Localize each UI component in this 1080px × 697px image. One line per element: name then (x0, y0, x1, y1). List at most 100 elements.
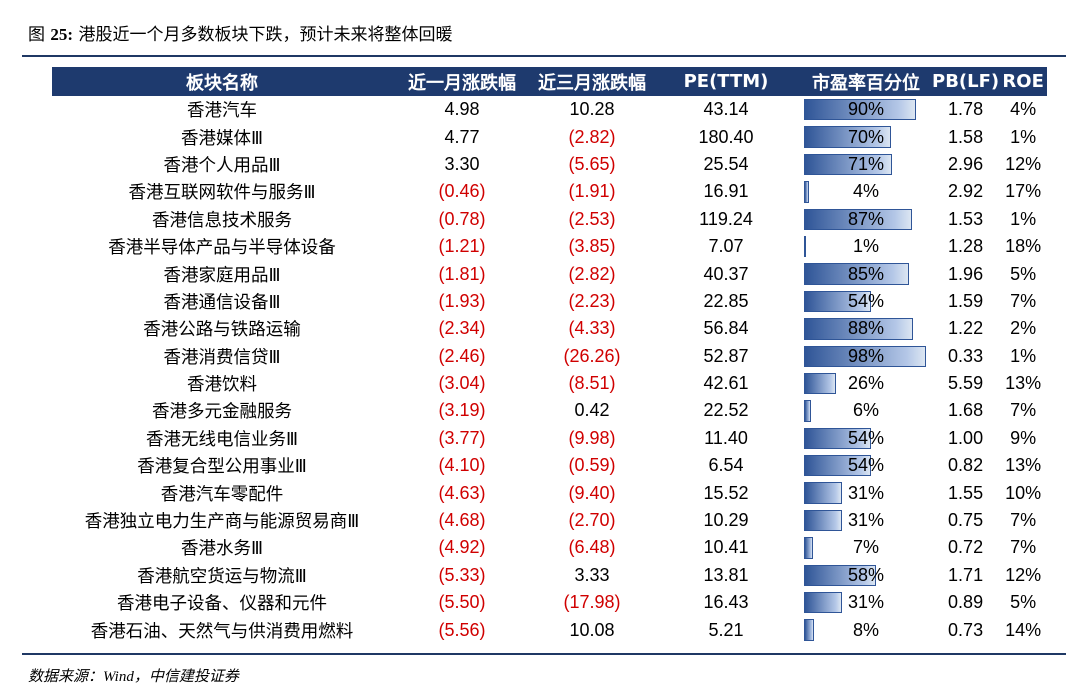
header-sector: 板块名称 (52, 67, 392, 96)
pb-cell: 1.00 (948, 427, 984, 448)
sector-name-cell: 香港通信设备Ⅲ (163, 292, 281, 313)
pe-percentile-cell: 88% (800, 315, 932, 342)
change-3m-cell: (9.40) (568, 482, 616, 503)
roe-cell: 13% (1005, 455, 1042, 476)
percentile-label: 70% (847, 126, 885, 147)
change-1m-cell: 4.77 (444, 126, 480, 147)
pb-cell: 1.58 (948, 126, 984, 147)
sector-name-cell: 香港无线电信业务Ⅲ (145, 429, 299, 450)
sector-name-cell: 香港消费信贷Ⅲ (163, 347, 281, 368)
change-3m-cell: (2.82) (568, 263, 616, 284)
sector-name-cell: 香港个人用品Ⅲ (163, 155, 281, 176)
percentile-bar (804, 126, 891, 148)
pe-cell: 5.21 (708, 619, 744, 640)
pe-percentile-cell: 71% (800, 151, 932, 178)
pe-percentile-cell: 31% (800, 507, 932, 534)
change-3m-cell: (2.82) (568, 126, 616, 147)
percentile-label: 98% (847, 345, 885, 366)
change-1m-cell: (1.21) (438, 236, 486, 257)
percentile-bar (804, 153, 892, 176)
change-1m-cell: (2.46) (438, 345, 486, 366)
change-1m-cell: (1.81) (438, 263, 486, 284)
pb-cell: 0.72 (948, 537, 984, 558)
pe-percentile-cell: 31% (800, 589, 932, 616)
percentile-bar (804, 99, 916, 121)
pe-percentile-cell: 85% (800, 260, 932, 287)
sector-name-cell: 香港独立电力生产商与能源贸易商Ⅲ (84, 512, 360, 533)
sector-name-cell: 香港水务Ⅲ (180, 539, 264, 560)
sector-name-cell: 香港饮料 (187, 375, 257, 396)
table-row: 香港汽车零配件 (4.63) (9.40) 15.52 31% 1.55 10% (52, 479, 1047, 506)
pe-percentile-cell: 1% (800, 233, 932, 260)
pb-cell: 2.92 (948, 181, 984, 202)
pe-cell: 42.61 (703, 373, 749, 394)
pb-cell: 2.96 (948, 153, 984, 174)
sector-name-cell: 香港航空货运与物流Ⅲ (137, 566, 307, 587)
roe-cell: 9% (1010, 427, 1037, 448)
percentile-label: 31% (847, 510, 885, 531)
change-3m-cell: (17.98) (563, 592, 621, 613)
roe-cell: 7% (1010, 510, 1037, 531)
figure-prefix: 图 (28, 25, 45, 45)
table-row: 香港多元金融服务 (3.19) 0.42 22.52 6% 1.68 7% (52, 397, 1047, 424)
sector-name-cell: 香港信息技术服务 (152, 210, 292, 231)
roe-cell: 13% (1005, 373, 1042, 394)
percentile-bar (804, 290, 871, 313)
change-3m-cell: (26.26) (563, 345, 621, 366)
change-1m-cell: (0.78) (438, 208, 486, 229)
percentile-label: 8% (852, 619, 879, 640)
table-row: 香港无线电信业务Ⅲ (3.77) (9.98) 11.40 54% 1.00 9% (52, 425, 1047, 452)
change-1m-cell: (1.93) (438, 290, 486, 311)
sector-name-cell: 香港公路与铁路运输 (143, 320, 301, 341)
pb-cell: 0.89 (948, 592, 984, 613)
sector-name-cell: 香港家庭用品Ⅲ (163, 265, 281, 286)
change-3m-cell: 0.42 (574, 400, 610, 421)
pe-cell: 52.87 (703, 345, 749, 366)
pe-percentile-cell: 7% (800, 534, 932, 561)
pe-cell: 6.54 (708, 455, 744, 476)
pe-cell: 22.52 (703, 400, 749, 421)
sector-name-cell: 香港电子设备、仪器和元件 (117, 594, 327, 615)
change-1m-cell: (4.10) (438, 455, 486, 476)
change-1m-cell: (3.19) (438, 400, 486, 421)
header-pe: PE(TTM) (652, 67, 800, 96)
pb-cell: 0.73 (948, 619, 984, 640)
percentile-bar (804, 592, 842, 614)
roe-cell: 2% (1010, 318, 1037, 339)
percentile-bar (804, 208, 912, 230)
table-row: 香港饮料 (3.04) (8.51) 42.61 26% 5.59 13% (52, 370, 1047, 397)
change-3m-cell: 10.28 (569, 99, 615, 120)
percentile-label: 71% (847, 153, 885, 174)
percentile-label: 31% (847, 482, 885, 503)
pe-percentile-cell: 87% (800, 206, 932, 233)
table-row: 香港通信设备Ⅲ (1.93) (2.23) 22.85 54% 1.59 7% (52, 288, 1047, 315)
roe-cell: 7% (1010, 400, 1037, 421)
change-1m-cell: 3.30 (444, 153, 480, 174)
pb-cell: 1.68 (948, 400, 984, 421)
change-1m-cell: (4.63) (438, 482, 486, 503)
percentile-label: 85% (847, 263, 885, 284)
change-3m-cell: (3.85) (568, 236, 616, 257)
percentile-bar (804, 619, 814, 641)
pe-cell: 16.43 (703, 592, 749, 613)
sector-name-cell: 香港石油、天然气与供消费用燃料 (90, 621, 354, 642)
sector-name-cell: 香港互联网软件与服务Ⅲ (128, 183, 316, 204)
pe-percentile-cell: 4% (800, 178, 932, 205)
pe-percentile-cell: 8% (800, 616, 932, 643)
pe-percentile-cell: 54% (800, 452, 932, 479)
table-row: 香港消费信贷Ⅲ (2.46) (26.26) 52.87 98% 0.33 1% (52, 343, 1047, 370)
pb-cell: 1.53 (948, 208, 984, 229)
percentile-bar (804, 181, 809, 203)
percentile-label: 26% (847, 373, 885, 394)
table-row: 香港互联网软件与服务Ⅲ (0.46) (1.91) 16.91 4% 2.92 17% (52, 178, 1047, 205)
percentile-label: 58% (847, 564, 885, 585)
header-pb: PB(LF) (932, 67, 1000, 96)
percentile-bar (804, 537, 813, 559)
change-3m-cell: 3.33 (574, 564, 610, 585)
figure-number: 25: (50, 25, 74, 44)
sector-name-cell: 香港汽车 (187, 101, 257, 122)
percentile-label: 54% (847, 455, 885, 476)
change-1m-cell: 4.98 (444, 99, 480, 120)
change-1m-cell: (0.46) (438, 181, 486, 202)
roe-cell: 7% (1010, 290, 1037, 311)
